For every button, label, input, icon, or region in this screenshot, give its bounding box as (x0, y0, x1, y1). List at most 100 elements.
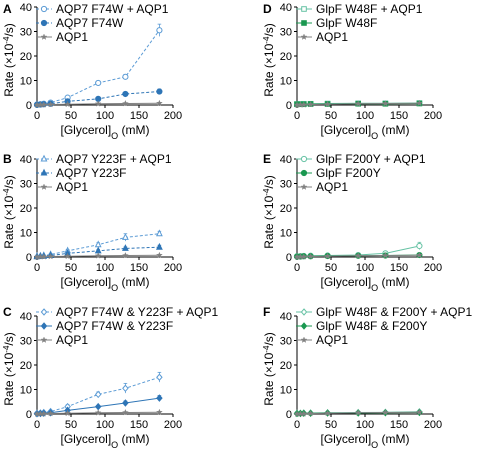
panel-c-letter: C (3, 305, 12, 319)
x-axis-label: [Glycerol]O (mM) (60, 123, 149, 141)
legend-entry: AQP7 F74W + AQP1 (36, 2, 169, 16)
y-tick-label: 40 (20, 154, 32, 166)
x-tick-label: 0 (294, 419, 300, 431)
legend-label: AQP1 (316, 180, 348, 194)
legend-label: AQP1 (56, 30, 88, 44)
panel-f: F 0 50 100 150 200 0 10 20 30 40 [Glycerol]O (mM) Ra… (262, 305, 473, 450)
panel-a: A 0 50 100 150 200 0 10 20 30 40 [Glycerol]O (mM) Ra… (2, 2, 183, 141)
data-point (122, 251, 129, 259)
data-point (122, 384, 129, 393)
x-tick-label: 100 (96, 110, 114, 122)
data-point (382, 99, 389, 107)
y-tick-label: 40 (280, 311, 292, 323)
y-tick-label: 0 (286, 409, 292, 421)
legend-entry: AQP1 (36, 180, 88, 194)
x-tick-label: 150 (130, 110, 148, 122)
data-point (382, 408, 389, 416)
legend-label: AQP7 F74W (56, 16, 124, 30)
data-point (47, 100, 54, 108)
legend-entry: AQP1 (296, 30, 348, 44)
legend-label: AQP7 F74W & Y223F + AQP1 (56, 305, 219, 319)
legend-entry: GlpF F200Y + AQP1 (296, 152, 426, 166)
y-axis-label-unit: /s) (2, 23, 16, 36)
data-point (40, 253, 48, 260)
x-tick-label: 150 (390, 110, 408, 122)
legend-label: AQP7 Y223F + AQP1 (56, 152, 172, 166)
legend-marker (40, 168, 48, 176)
x-tick-label: 100 (96, 419, 114, 431)
data-point (94, 246, 102, 254)
legend-entry: AQP7 F74W & Y223F (36, 319, 173, 333)
x-axis-label-main: [Glycerol] (60, 123, 111, 137)
data-point (156, 394, 163, 402)
series-3 (33, 251, 163, 260)
data-point (156, 27, 163, 34)
data-point (156, 373, 163, 382)
data-point (156, 251, 163, 259)
legend-label: GlpF W48F + AQP1 (316, 2, 423, 16)
legend-marker (300, 336, 308, 343)
x-axis-label: [Glycerol]O (mM) (60, 275, 149, 293)
legend-label: AQP7 F74W & Y223F (56, 319, 173, 333)
x-tick-label: 150 (390, 262, 408, 274)
legend-marker (40, 19, 48, 27)
y-tick-label: 10 (20, 385, 32, 397)
data-point (40, 410, 48, 417)
x-tick-label: 200 (164, 262, 182, 274)
x-axis-label-sub: O (111, 440, 118, 450)
legend-marker (300, 169, 308, 177)
x-axis-label-unit: (mM) (118, 123, 149, 137)
x-axis-label-sub: O (111, 283, 118, 293)
data-point (95, 79, 102, 87)
legend-entry: GlpF W48F & F200Y (296, 319, 427, 333)
x-tick-label: 100 (356, 110, 374, 122)
data-point (122, 399, 129, 407)
x-axis-label-sub: O (371, 440, 378, 450)
data-point (94, 390, 102, 399)
series-line (36, 246, 160, 258)
data-point (354, 409, 362, 416)
legend-label: AQP7 F74W + AQP1 (56, 2, 169, 16)
x-axis-label-sub: O (111, 131, 118, 141)
y-tick-label: 30 (280, 27, 292, 39)
legend-label: GlpF W48F & F200Y + AQP1 (316, 305, 473, 319)
legend-label: GlpF F200Y (316, 166, 381, 180)
legend-label: AQP1 (316, 30, 348, 44)
panel-e: E 0 50 100 150 200 0 10 20 30 40 [Glycerol]O (mM) Ra… (262, 152, 443, 293)
data-point (155, 242, 163, 250)
y-tick-label: 20 (20, 203, 32, 215)
x-tick-label: 50 (325, 262, 337, 274)
y-tick-label: 0 (26, 409, 32, 421)
data-point (155, 229, 163, 237)
y-tick-label: 30 (20, 336, 32, 348)
y-tick-label: 40 (280, 2, 292, 14)
panel-d-letter: D (263, 2, 272, 16)
legend-entry: GlpF F200Y (296, 166, 381, 180)
panel-d: D 0 50 100 150 200 0 10 20 30 40 [Glycerol]O (mM) Ra… (262, 2, 443, 141)
y-tick-label: 0 (286, 100, 292, 112)
x-tick-label: 150 (130, 419, 148, 431)
y-axis-label: Rate (×10-4/s) (262, 23, 277, 97)
legend-marker (301, 20, 307, 26)
series-3 (293, 251, 423, 260)
y-tick-label: 40 (280, 154, 292, 166)
data-point (122, 90, 129, 98)
legend-entry: AQP7 F74W (36, 16, 124, 30)
legend-entry: AQP1 (296, 333, 348, 347)
y-axis-label-unit: /s) (262, 175, 276, 188)
y-tick-label: 20 (280, 203, 292, 215)
legend-entry: GlpF W48F + AQP1 (296, 2, 423, 16)
data-point (94, 240, 102, 248)
panel-e-letter: E (263, 152, 271, 166)
y-axis-label-sup: -4 (262, 345, 271, 353)
data-point (324, 409, 331, 417)
y-axis-label-unit: /s) (262, 23, 276, 36)
x-tick-label: 100 (356, 419, 374, 431)
y-tick-label: 40 (20, 311, 32, 323)
y-axis-label-sup: -4 (2, 345, 11, 353)
x-tick-label: 50 (65, 110, 77, 122)
y-tick-label: 10 (20, 228, 32, 240)
data-point (64, 100, 71, 108)
x-axis-label-unit: (mM) (378, 432, 409, 446)
